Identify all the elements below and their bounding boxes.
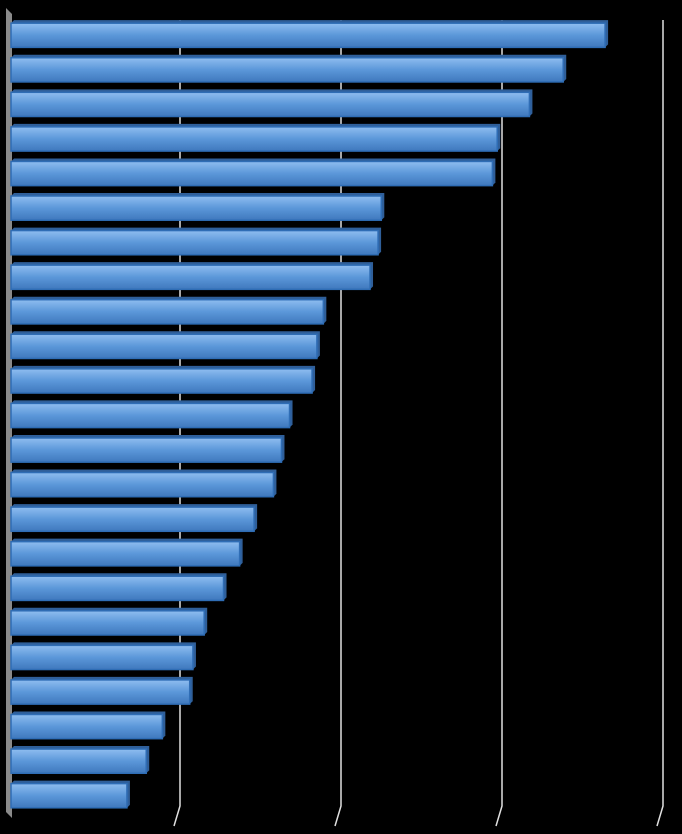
bar xyxy=(10,195,383,221)
bar xyxy=(10,298,325,325)
bar xyxy=(10,506,255,533)
bar xyxy=(10,57,564,83)
bar xyxy=(10,368,313,394)
bar xyxy=(10,471,275,498)
bar xyxy=(10,437,283,463)
bar xyxy=(10,333,318,360)
grid-line xyxy=(656,20,664,827)
grid-line xyxy=(495,20,503,827)
bar xyxy=(10,610,205,636)
bar xyxy=(10,748,147,774)
bar xyxy=(10,782,128,809)
bar xyxy=(10,713,164,740)
bar xyxy=(10,126,498,152)
bar xyxy=(10,91,531,118)
bar xyxy=(10,22,606,49)
bar xyxy=(10,229,379,256)
bar xyxy=(10,644,194,671)
bar xyxy=(10,575,225,602)
bar xyxy=(10,679,191,705)
bar xyxy=(10,540,241,567)
bar xyxy=(10,264,371,291)
bar xyxy=(10,402,291,429)
bar xyxy=(10,160,494,187)
